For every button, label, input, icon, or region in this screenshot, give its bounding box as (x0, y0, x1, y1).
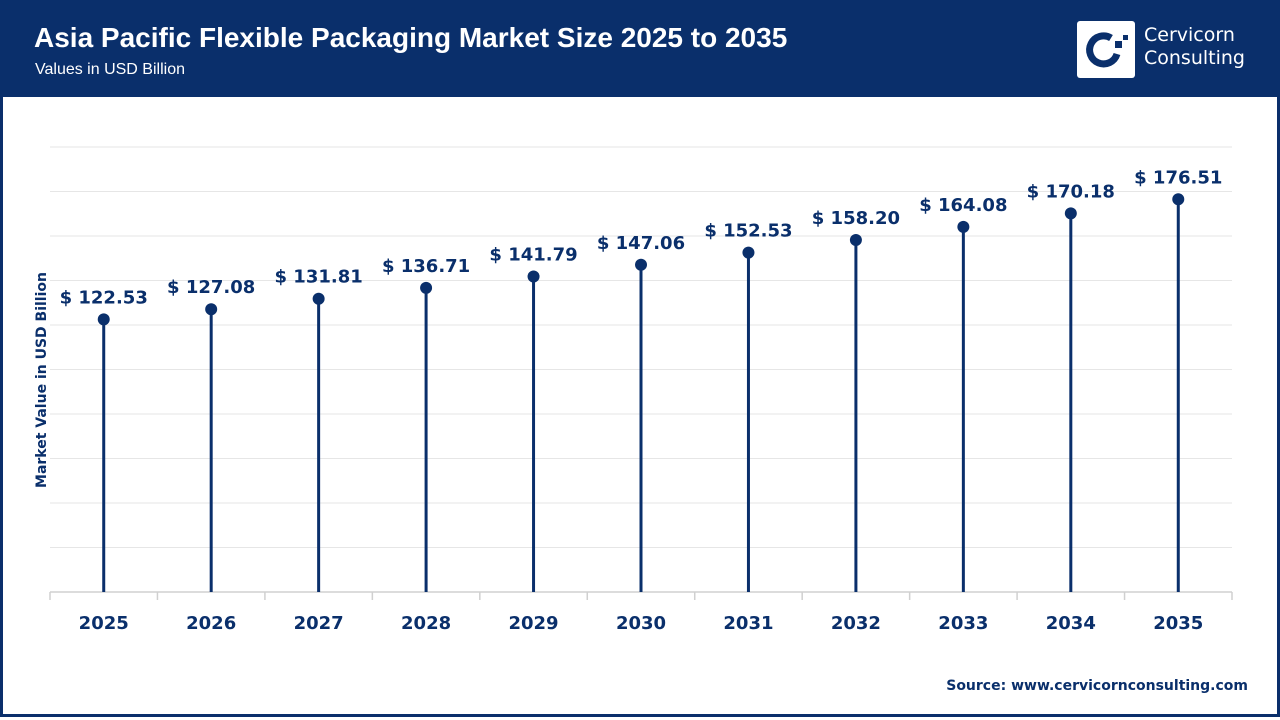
x-tick-label: 2028 (401, 613, 451, 634)
data-point (312, 292, 325, 305)
x-tick-label: 2027 (294, 613, 344, 634)
data-point (420, 281, 433, 294)
data-label: $ 152.53 (704, 221, 792, 242)
x-tick-label: 2025 (79, 613, 129, 634)
data-point (635, 258, 647, 271)
cervicorn-logo-icon (1077, 21, 1135, 78)
data-point (957, 220, 970, 233)
source-text: Source: www.cervicornconsulting.com (946, 678, 1248, 694)
header-banner: Asia Pacific Flexible Packaging Market S… (0, 0, 1280, 97)
logo-text: Cervicorn Consulting (1144, 24, 1245, 70)
x-tick-label: 2034 (1046, 613, 1096, 634)
data-point (527, 270, 540, 283)
x-tick-label: 2030 (616, 613, 666, 634)
data-point (849, 234, 862, 247)
logo-text-line1: Cervicorn (1144, 24, 1235, 46)
x-tick-label: 2026 (186, 613, 236, 634)
x-tick-label: 2035 (1153, 613, 1203, 634)
data-point (1172, 193, 1185, 206)
logo-text-line2: Consulting (1144, 47, 1245, 69)
x-tick-label: 2031 (723, 613, 773, 634)
x-tick-label: 2029 (508, 613, 558, 634)
chart-title: Asia Pacific Flexible Packaging Market S… (34, 22, 788, 53)
data-label: $ 141.79 (489, 245, 577, 266)
data-label: $ 136.71 (382, 256, 470, 277)
data-label: $ 176.51 (1134, 167, 1222, 188)
data-point (97, 313, 110, 326)
data-label: $ 122.53 (60, 287, 148, 308)
chart-subtitle: Values in USD Billion (35, 61, 185, 78)
data-label: $ 164.08 (919, 195, 1007, 216)
y-axis-label: Market Value in USD Billion (34, 272, 50, 488)
data-label: $ 158.20 (812, 208, 900, 229)
x-tick-label: 2033 (938, 613, 988, 634)
data-point (1064, 207, 1077, 220)
data-label: $ 127.08 (167, 277, 255, 298)
data-label: $ 131.81 (275, 267, 363, 288)
data-label: $ 170.18 (1027, 181, 1115, 202)
data-point (742, 246, 755, 259)
data-point (205, 303, 218, 316)
x-tick-label: 2032 (831, 613, 881, 634)
data-label: $ 147.06 (597, 233, 685, 254)
